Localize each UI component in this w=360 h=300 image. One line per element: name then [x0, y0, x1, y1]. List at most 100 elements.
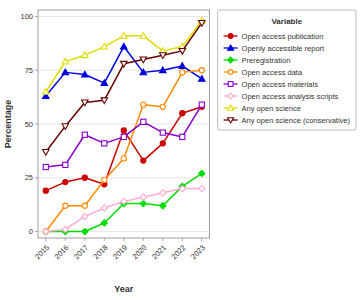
y-tick [35, 124, 38, 125]
legend-marker [228, 82, 233, 87]
point [82, 100, 89, 106]
point [199, 185, 205, 191]
series-line [46, 189, 202, 232]
point [82, 228, 88, 234]
y-tick-label: 0 [29, 227, 33, 236]
y-tick-label: 100 [20, 12, 33, 21]
point [43, 164, 48, 169]
legend-label: Openly accessible report [242, 44, 325, 53]
point [199, 20, 206, 26]
y-tick-label: 25 [25, 173, 33, 182]
point [43, 188, 48, 193]
point [62, 58, 69, 64]
point [43, 228, 49, 234]
x-tick-label: 2016 [53, 243, 71, 261]
point [199, 170, 205, 176]
y-tick [35, 16, 38, 17]
point [101, 80, 108, 86]
point [140, 57, 147, 63]
point [121, 61, 128, 67]
series [43, 104, 204, 193]
point [121, 43, 128, 49]
x-tick [84, 238, 85, 241]
plot-frame [38, 10, 210, 238]
point [121, 156, 126, 161]
point [101, 205, 107, 211]
point [63, 179, 68, 184]
point [101, 220, 107, 226]
x-tick [143, 238, 144, 241]
y-axis-label: Percentage [3, 100, 13, 149]
series [43, 20, 206, 155]
point [179, 48, 186, 54]
x-tick-label: 2020 [131, 243, 149, 261]
point [43, 228, 49, 234]
point [121, 128, 126, 133]
point [101, 43, 108, 49]
point [43, 229, 48, 234]
y-tick-label: 50 [25, 120, 33, 129]
legend-marker [228, 93, 234, 99]
series [43, 102, 204, 170]
legend: VariableOpen access publicationOpenly ac… [218, 10, 356, 130]
point [82, 71, 89, 77]
x-tick [45, 238, 46, 241]
series [43, 43, 206, 98]
legend-label: Open access analysis scripts [242, 92, 339, 101]
point [82, 132, 87, 137]
y-tick [35, 177, 38, 178]
axes: 0255075100201520162017201820192020202120… [3, 10, 210, 294]
page: {"chart_data": {"type": "line", "x": [20… [0, 0, 360, 300]
x-tick-label: 2023 [189, 243, 207, 261]
series-line [46, 47, 202, 96]
point [141, 119, 146, 124]
point [62, 124, 69, 130]
point [141, 158, 146, 163]
x-tick-label: 2018 [92, 243, 110, 261]
legend-marker [228, 70, 233, 75]
legend-label: Any open science [242, 104, 301, 113]
point [180, 70, 185, 75]
y-tick [35, 70, 38, 71]
point [160, 141, 165, 146]
point [160, 203, 166, 209]
point [101, 98, 108, 104]
y-tick [35, 231, 38, 232]
point [179, 185, 185, 191]
legend-marker [228, 105, 234, 110]
point [179, 63, 186, 69]
point [160, 190, 166, 196]
point [140, 194, 146, 200]
x-tick [104, 238, 105, 241]
series-line [46, 173, 202, 231]
legend-marker [228, 118, 234, 123]
legend-marker [228, 57, 234, 63]
grid-line [38, 177, 210, 178]
x-axis-label: Year [114, 284, 134, 294]
point [43, 150, 50, 156]
point [121, 198, 127, 204]
point [199, 76, 206, 82]
series [43, 18, 206, 95]
point [140, 200, 146, 206]
x-tick-label: 2022 [170, 243, 188, 261]
point [180, 111, 185, 116]
legend-label: Open access publication [242, 32, 324, 41]
point [62, 226, 68, 232]
x-tick [201, 238, 202, 241]
point [82, 175, 87, 180]
point [62, 69, 69, 75]
point [102, 141, 107, 146]
x-tick-label: 2021 [150, 243, 168, 261]
series-line [46, 107, 202, 191]
series-line [46, 70, 202, 231]
legend-label: Any open science (conservative) [242, 116, 351, 125]
x-tick-label: 2019 [111, 243, 129, 261]
point [160, 130, 165, 135]
series [43, 68, 204, 235]
point [82, 52, 89, 58]
series [43, 170, 205, 234]
point [43, 88, 50, 94]
series-line [46, 105, 202, 167]
chart: 0255075100201520162017201820192020202120… [0, 0, 360, 300]
